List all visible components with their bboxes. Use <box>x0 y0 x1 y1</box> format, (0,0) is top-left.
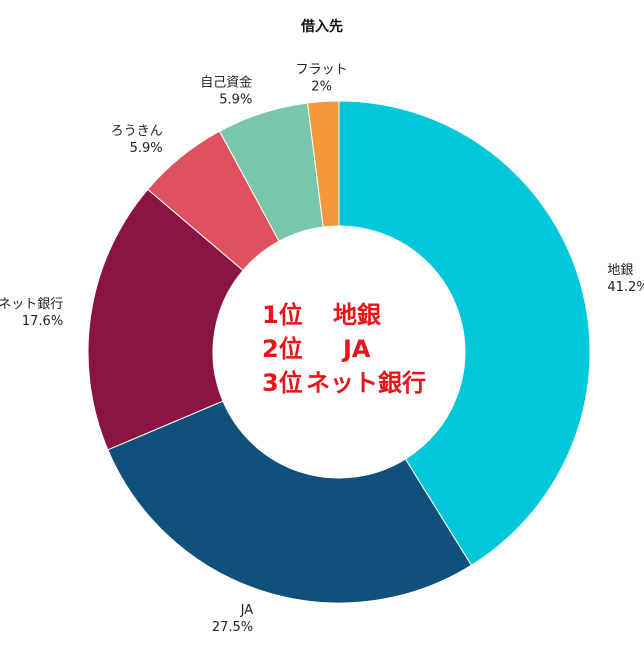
rank2-label: 2位 <box>262 335 303 363</box>
labels-group: 地銀 41.2% JA 27.5% ネット銀行 17.6% ろうきん 5.9% 自己資金 5.9%… <box>0 63 644 635</box>
slice-label-自己資金: 自己資金 <box>200 74 252 90</box>
rank1-value: 地銀 <box>333 301 381 329</box>
slice-value-ネット銀行: 17.6% <box>22 314 63 329</box>
slice-label-ろうきん: ろうきん <box>111 124 163 139</box>
slice-value-地銀: 41.2% <box>607 280 644 295</box>
slices-group <box>87 100 591 604</box>
slice-value-フラット: 2% <box>311 80 332 95</box>
rank3-label: 3位 <box>262 369 303 397</box>
slice-label-ネット銀行: ネット銀行 <box>0 297 63 312</box>
slice-フラット <box>307 100 340 228</box>
rank3-value: ネット銀行 <box>306 369 426 397</box>
slice-value-ろうきん: 5.9% <box>130 141 163 156</box>
slice-JA <box>107 400 473 604</box>
slice-ネット銀行 <box>87 188 244 451</box>
slice-label-地銀: 地銀 <box>607 263 633 278</box>
slice-label-フラット: フラット <box>296 63 348 78</box>
rank2-value: JA <box>341 335 371 363</box>
center-text: 1位 地銀 2位 JA 3位 ネット銀行 <box>262 301 426 397</box>
rank1-label: 1位 <box>262 301 303 329</box>
slice-value-JA: 27.5% <box>212 620 253 635</box>
chart-title: 借入先 <box>301 19 343 35</box>
slice-value-自己資金: 5.9% <box>219 92 252 107</box>
slice-地銀 <box>338 100 591 566</box>
slice-label-JA: JA <box>240 603 254 618</box>
